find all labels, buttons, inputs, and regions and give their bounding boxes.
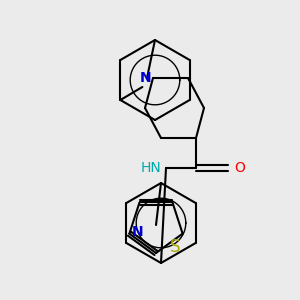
Text: N: N (131, 225, 143, 239)
Text: N: N (140, 71, 152, 85)
Text: HN: HN (140, 161, 161, 175)
Text: O: O (234, 161, 245, 175)
Text: S: S (170, 238, 181, 256)
